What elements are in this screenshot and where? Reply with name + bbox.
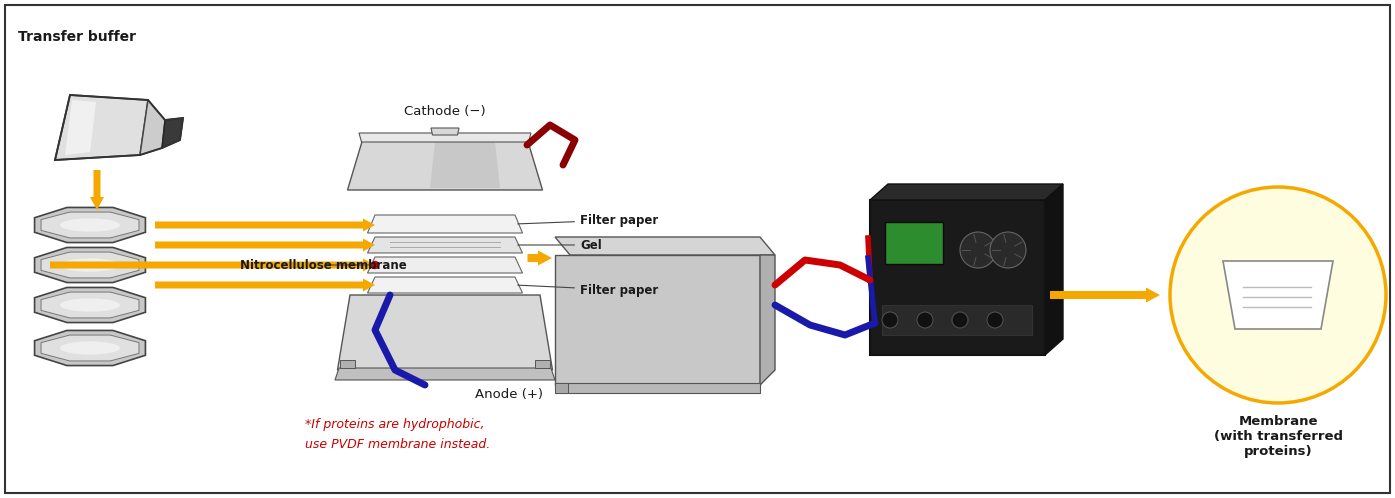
Polygon shape [54, 95, 148, 160]
Bar [536, 360, 550, 368]
Circle shape [1170, 187, 1387, 403]
Text: Membrane
(with transferred
proteins): Membrane (with transferred proteins) [1214, 415, 1342, 458]
Text: Filter paper: Filter paper [518, 214, 658, 227]
Bar [340, 360, 354, 368]
Circle shape [960, 232, 996, 268]
Polygon shape [555, 383, 568, 393]
Polygon shape [555, 237, 776, 255]
Circle shape [990, 232, 1025, 268]
Polygon shape [40, 292, 140, 318]
Circle shape [917, 312, 933, 328]
Polygon shape [760, 255, 776, 385]
Text: Anode (+): Anode (+) [476, 388, 543, 401]
Text: Cathode (−): Cathode (−) [405, 105, 485, 118]
Polygon shape [555, 383, 760, 393]
Polygon shape [66, 100, 96, 155]
Polygon shape [35, 287, 145, 323]
Polygon shape [347, 140, 543, 190]
Ellipse shape [60, 298, 120, 312]
Polygon shape [359, 133, 531, 142]
Polygon shape [40, 335, 140, 361]
Polygon shape [40, 212, 140, 238]
Ellipse shape [60, 258, 120, 271]
Circle shape [988, 312, 1003, 328]
FancyArrow shape [155, 239, 375, 251]
Polygon shape [35, 248, 145, 282]
Circle shape [951, 312, 968, 328]
Polygon shape [338, 295, 552, 370]
Text: Gel: Gel [518, 239, 601, 251]
FancyArrow shape [50, 258, 375, 271]
Polygon shape [35, 331, 145, 366]
Text: Transfer buffer: Transfer buffer [18, 30, 135, 44]
FancyArrow shape [155, 219, 375, 232]
FancyArrow shape [527, 250, 552, 265]
Text: use PVDF membrane instead.: use PVDF membrane instead. [306, 438, 490, 451]
Polygon shape [555, 255, 760, 385]
Polygon shape [367, 277, 523, 293]
Text: Filter paper: Filter paper [518, 283, 658, 296]
Polygon shape [430, 142, 499, 188]
Polygon shape [162, 118, 183, 148]
FancyArrow shape [155, 278, 375, 291]
Polygon shape [367, 215, 523, 233]
Bar [882, 305, 1032, 335]
FancyArrow shape [91, 170, 105, 210]
Bar [870, 200, 1045, 355]
Polygon shape [870, 184, 1063, 200]
Polygon shape [1223, 261, 1334, 329]
Ellipse shape [60, 341, 120, 355]
Circle shape [371, 261, 378, 268]
Polygon shape [140, 100, 165, 155]
Polygon shape [335, 368, 555, 380]
Text: Nitrocellulose membrane: Nitrocellulose membrane [240, 258, 407, 271]
Polygon shape [431, 128, 459, 135]
Ellipse shape [60, 218, 120, 232]
Bar [884, 222, 943, 264]
Polygon shape [35, 208, 145, 243]
Polygon shape [40, 252, 140, 278]
Polygon shape [367, 257, 523, 273]
Circle shape [882, 312, 898, 328]
FancyArrow shape [1050, 287, 1161, 302]
Polygon shape [367, 237, 523, 253]
Polygon shape [1045, 184, 1063, 355]
Text: *If proteins are hydrophobic,: *If proteins are hydrophobic, [306, 418, 484, 431]
